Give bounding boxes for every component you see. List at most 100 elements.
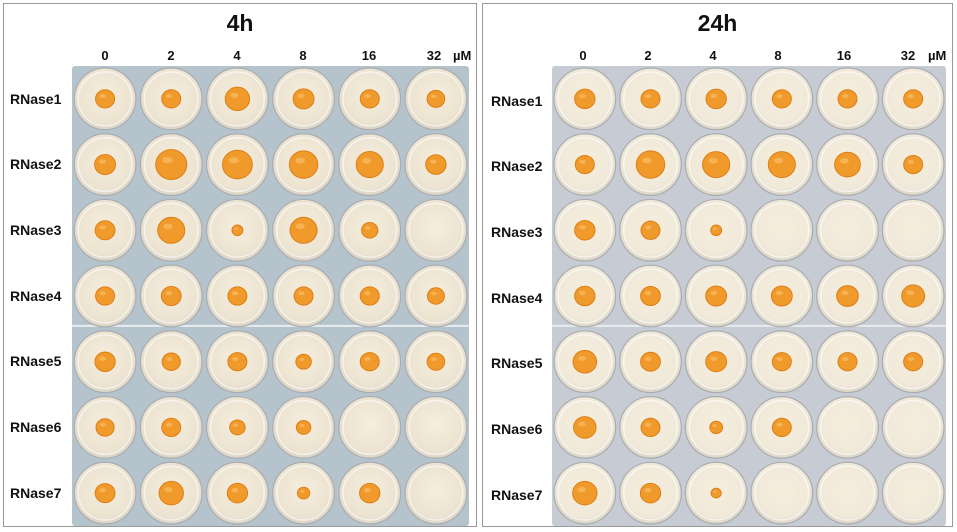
- bacterial-growth: [640, 285, 661, 307]
- conc-label: 2: [644, 48, 652, 63]
- well: [881, 461, 945, 525]
- conc-label: 32: [900, 48, 916, 63]
- row-label: RNase4: [491, 290, 543, 306]
- well: [816, 395, 879, 459]
- conc-label: 2: [167, 48, 175, 63]
- bacterial-growth: [426, 287, 445, 305]
- conc-label: 4: [233, 48, 241, 63]
- row-label: RNase5: [10, 353, 62, 369]
- row-label: RNase1: [491, 93, 543, 109]
- bacterial-growth: [572, 480, 598, 506]
- bacterial-growth: [639, 482, 662, 504]
- bacterial-growth: [574, 285, 596, 307]
- concentration-labels: 0 2 4 8 16 32 µM: [4, 48, 476, 66]
- bacterial-growth: [355, 151, 384, 179]
- bacterial-growth: [837, 89, 858, 109]
- well-plate-photo: [72, 66, 469, 526]
- row-label: RNase6: [10, 419, 62, 435]
- conc-label: 32: [426, 48, 442, 63]
- bacterial-growth: [709, 420, 724, 435]
- bacterial-growth: [837, 352, 858, 372]
- bacterial-growth: [771, 417, 792, 438]
- plate-background: [72, 66, 469, 526]
- well: [816, 461, 879, 525]
- bacterial-growth: [573, 416, 597, 439]
- row-label: RNase4: [10, 288, 62, 304]
- well: [881, 198, 945, 262]
- row-label: RNase3: [491, 224, 543, 240]
- bacterial-growth: [95, 286, 116, 306]
- row-label: RNase5: [491, 355, 543, 371]
- well: [404, 461, 468, 525]
- bacterial-growth: [901, 284, 926, 308]
- bacterial-growth: [771, 89, 792, 109]
- row-label: RNase1: [10, 91, 62, 107]
- bacterial-growth: [705, 88, 727, 110]
- bacterial-growth: [770, 285, 793, 307]
- well-plate-photo: [552, 66, 946, 526]
- bacterial-growth: [158, 480, 184, 506]
- bacterial-growth: [95, 418, 115, 437]
- unit-label: µM: [928, 48, 947, 63]
- bacterial-growth: [836, 285, 859, 307]
- conc-label: 16: [836, 48, 852, 63]
- conc-label: 16: [361, 48, 377, 63]
- bacterial-growth: [229, 419, 246, 436]
- panel-title: 24h: [697, 10, 738, 36]
- conc-label: 8: [299, 48, 307, 63]
- bacterial-growth: [94, 351, 116, 372]
- bacterial-growth: [640, 417, 661, 438]
- row-label: RNase6: [491, 421, 543, 437]
- bacterial-growth: [231, 224, 244, 237]
- bacterial-growth: [295, 353, 312, 370]
- bacterial-growth: [289, 216, 318, 244]
- row-label: RNase2: [491, 158, 543, 174]
- row-label: RNase3: [10, 222, 62, 238]
- conc-label: 4: [709, 48, 717, 63]
- bacterial-growth: [705, 285, 728, 307]
- bacterial-growth: [155, 149, 188, 181]
- bacterial-growth: [710, 487, 722, 499]
- conc-label: 8: [774, 48, 782, 63]
- bacterial-growth: [425, 154, 447, 175]
- bacterial-growth: [572, 349, 598, 374]
- well: [881, 395, 945, 459]
- bacterial-growth: [95, 89, 116, 109]
- bacterial-growth: [426, 89, 446, 108]
- panel-24h: 24h 0 2 4 8 16 32 µM RNase1 RNase2 RNase…: [482, 3, 953, 527]
- bacterial-growth: [426, 352, 446, 371]
- bacterial-growth: [222, 149, 253, 180]
- well: [404, 198, 468, 262]
- bacterial-growth: [359, 352, 380, 372]
- bacterial-growth: [94, 154, 117, 176]
- bacterial-growth: [359, 286, 380, 306]
- bacterial-growth: [359, 89, 380, 109]
- plate-background: [552, 66, 946, 526]
- bacterial-growth: [161, 417, 182, 438]
- well: [338, 395, 402, 459]
- bacterial-growth: [94, 483, 116, 504]
- bacterial-growth: [227, 352, 248, 372]
- bacterial-growth: [640, 89, 661, 109]
- bacterial-growth: [710, 224, 723, 237]
- well: [404, 395, 468, 459]
- bacterial-growth: [640, 351, 661, 372]
- bacterial-growth: [292, 88, 315, 110]
- bacterial-growth: [160, 285, 182, 307]
- bacterial-growth: [361, 221, 379, 239]
- bacterial-growth: [771, 352, 792, 372]
- bacterial-growth: [288, 150, 319, 179]
- bacterial-growth: [94, 220, 116, 241]
- bacterial-growth: [296, 486, 311, 500]
- bacterial-growth: [574, 220, 596, 241]
- bacterial-growth: [224, 86, 251, 112]
- bacterial-growth: [702, 151, 731, 179]
- bacterial-growth: [574, 88, 596, 110]
- bacterial-growth: [161, 89, 182, 109]
- bacterial-growth: [359, 482, 381, 504]
- bacterial-growth: [705, 351, 728, 373]
- bacterial-growth: [640, 220, 661, 240]
- bacterial-growth: [295, 420, 312, 435]
- bacterial-growth: [157, 216, 186, 244]
- bacterial-growth: [226, 482, 249, 504]
